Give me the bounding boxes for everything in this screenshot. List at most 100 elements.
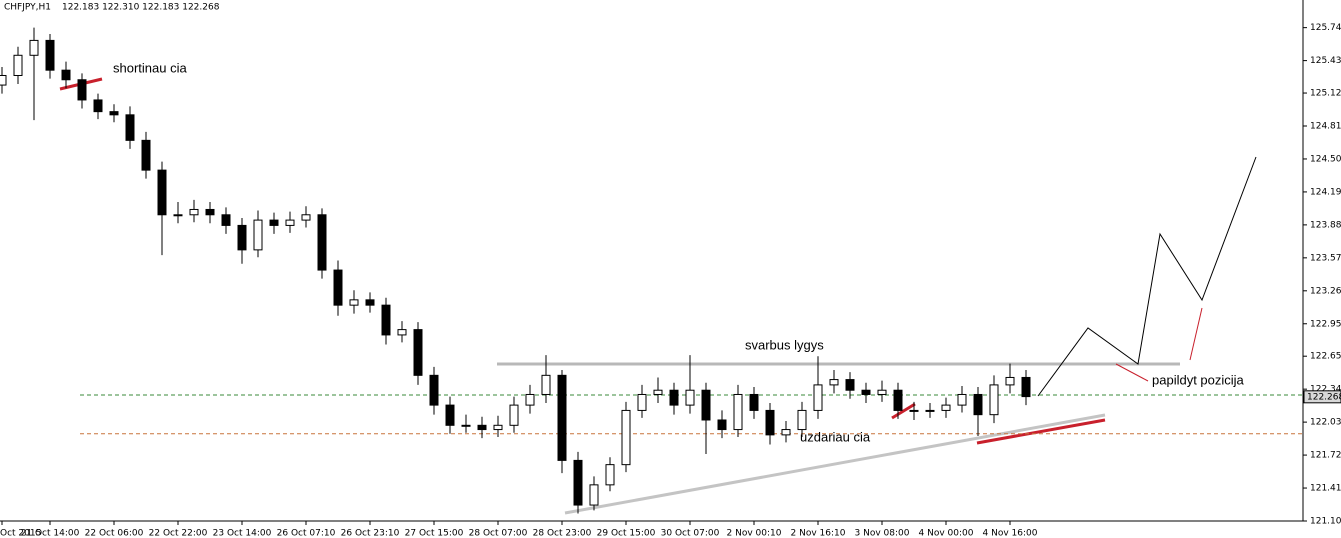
candle-body (109, 111, 119, 116)
candle-body (269, 219, 279, 226)
candle-body (813, 384, 823, 411)
candle-body (141, 139, 151, 171)
candle-body (781, 429, 791, 436)
candle-body (61, 69, 71, 81)
x-tick-label: 27 Oct 15:00 (405, 529, 464, 538)
candle-body (333, 269, 343, 306)
candle-body (669, 389, 679, 406)
candle-body (701, 389, 711, 421)
candle-body (477, 424, 487, 431)
candle-body (413, 329, 423, 376)
candle-body (989, 384, 999, 416)
candle-body (925, 409, 935, 412)
candle-body (733, 393, 743, 431)
candle-body (221, 214, 231, 226)
y-tick-label: 122.650 (1310, 352, 1341, 362)
quote: 122.183 122.310 122.183 122.268 (62, 3, 220, 13)
candle-body (605, 464, 615, 486)
candle-body (1021, 376, 1031, 398)
y-tick-label: 124.195 (1310, 187, 1341, 197)
candle-body (365, 299, 375, 306)
y-tick-label: 121.720 (1310, 451, 1341, 461)
candle-body (637, 393, 647, 411)
candle-body (0, 74, 7, 86)
x-tick-label: 28 Oct 07:00 (469, 529, 528, 538)
candle-body (973, 393, 983, 416)
candle-body (445, 404, 455, 426)
candle-body (173, 214, 183, 217)
candle-body (301, 214, 311, 221)
candle-body (829, 379, 839, 386)
candle-body (893, 389, 903, 411)
candle-body (205, 208, 215, 216)
candle-body (957, 393, 967, 406)
candle-body (717, 419, 727, 431)
candle-body (941, 404, 951, 411)
close-mark (891, 402, 916, 420)
symbol: CHFJPY,H1 (4, 3, 51, 13)
annotation: svarbus lygys (745, 337, 824, 352)
y-tick-label: 122.955 (1310, 319, 1341, 329)
candle-body (845, 379, 855, 391)
x-tick-label: 21 Oct 14:00 (21, 529, 80, 538)
candle-body (877, 389, 887, 395)
candle-body (557, 374, 567, 461)
x-tick-label: 28 Oct 23:00 (533, 529, 592, 538)
candle-body (45, 39, 55, 71)
annotation: uzdariau cia (800, 429, 871, 444)
y-tick-label: 125.430 (1310, 56, 1341, 66)
y-tick-label: 122.030 (1310, 418, 1341, 428)
candle-body (237, 224, 247, 251)
y-tick-label: 122.340 (1310, 385, 1341, 395)
candle-body (13, 54, 23, 76)
annotation: shortinau cia (113, 60, 187, 75)
x-tick-label: 30 Oct 07:00 (661, 529, 720, 538)
candle-body (765, 409, 775, 436)
candle-body (461, 424, 471, 427)
candle-body (573, 459, 583, 506)
candle-body (29, 39, 39, 56)
add-pointer (1189, 307, 1203, 361)
candle-body (589, 484, 599, 506)
candle-body (621, 409, 631, 466)
candle-body (541, 374, 551, 395)
drawings (0, 0, 1304, 522)
y-tick-label: 123.885 (1310, 220, 1341, 230)
candle-body (189, 208, 199, 216)
x-tick-label: 2 Nov 00:10 (727, 529, 782, 538)
add-pointer (1115, 363, 1149, 382)
y-tick-label: 123.265 (1310, 286, 1341, 296)
candle-body (685, 389, 695, 406)
candle-body (653, 389, 663, 395)
candle-body (749, 393, 759, 411)
candle-body (509, 404, 519, 426)
y-tick-label: 121.100 (1310, 517, 1341, 527)
y-tick-label: 125.125 (1310, 89, 1341, 99)
x-tick-label: 26 Oct 07:10 (277, 529, 336, 538)
candle-body (285, 219, 295, 226)
candle-body (349, 299, 359, 306)
x-tick-label: 23 Oct 14:00 (213, 529, 272, 538)
y-tick-label: 124.815 (1310, 121, 1341, 131)
x-tick-label: 3 Nov 08:00 (855, 529, 910, 538)
x-tick-label: 26 Oct 23:10 (341, 529, 400, 538)
candle-body (125, 114, 135, 141)
candle-body (317, 214, 327, 271)
projection (1037, 156, 1257, 397)
x-tick-label: Oct 2015 (0, 529, 41, 538)
candle-body (1005, 376, 1015, 386)
candle-body (429, 374, 439, 406)
candle-body (861, 389, 871, 395)
trend-line (564, 413, 1106, 515)
x-tick-label: 4 Nov 00:00 (919, 529, 974, 538)
x-tick-label: 29 Oct 15:00 (597, 529, 656, 538)
candle-body (253, 219, 263, 251)
annotation: papildyt pozicija (1152, 372, 1245, 387)
candle-body (93, 99, 103, 113)
candle-body (525, 393, 535, 406)
y-tick-label: 124.505 (1310, 154, 1341, 164)
y-tick-label: 123.575 (1310, 253, 1341, 263)
candle-body (397, 329, 407, 336)
candle-body (157, 169, 167, 216)
